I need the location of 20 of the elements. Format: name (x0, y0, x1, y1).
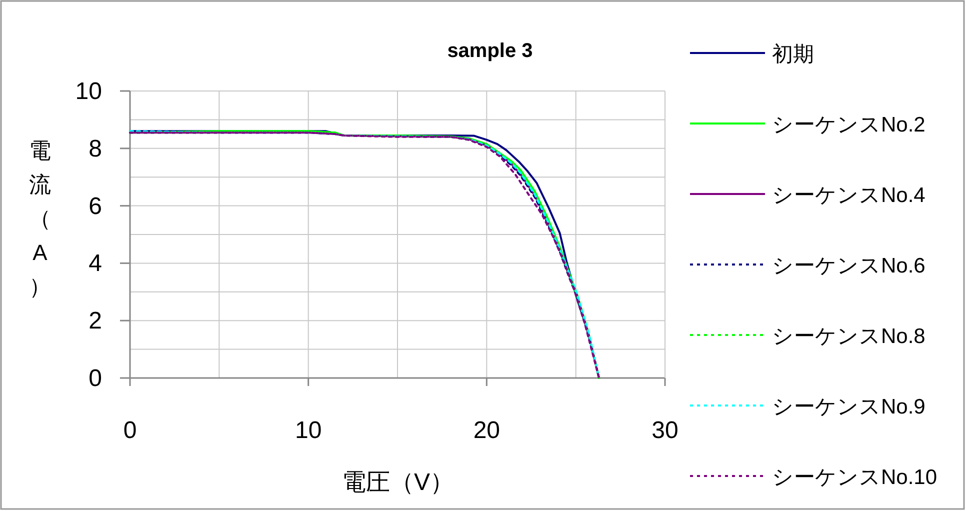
y-tick-label: 4 (88, 250, 102, 278)
legend-label: シーケンスNo.10 (772, 466, 938, 489)
legend-label: シーケンスNo.4 (772, 184, 926, 207)
legend-label: シーケンスNo.8 (772, 325, 926, 348)
y-axis-title: 電流（A） (29, 138, 51, 299)
y-tick-label: 8 (88, 135, 102, 162)
y-tick-label: 10 (75, 78, 102, 105)
y-tick-label: 0 (88, 365, 102, 392)
legend-label: シーケンスNo.6 (772, 254, 926, 278)
x-tick-label: 0 (123, 417, 137, 444)
y-tick-label: 2 (88, 308, 102, 335)
chart-title: sample 3 (447, 40, 533, 62)
x-tick-label: 30 (652, 417, 678, 444)
legend-label: シーケンスNo.9 (772, 396, 926, 418)
x-axis-title: 電圧（V） (342, 469, 454, 496)
legend-label: シーケンスNo.2 (772, 114, 926, 136)
legend-label: 初期 (772, 43, 814, 66)
y-tick-label: 6 (88, 192, 102, 220)
x-tick-label: 20 (473, 417, 500, 444)
x-tick-label: 10 (294, 417, 322, 444)
